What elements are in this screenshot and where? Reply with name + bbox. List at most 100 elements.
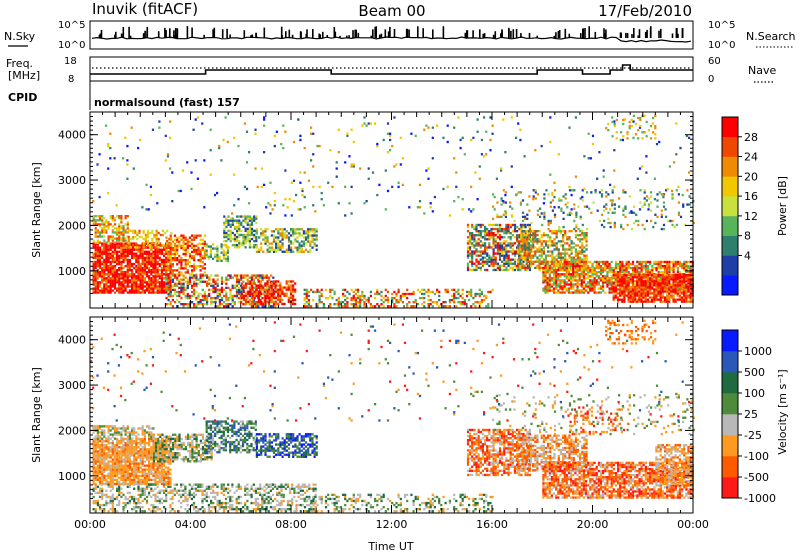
range-time-cell [139,287,142,290]
range-time-cell [109,271,112,274]
range-time-cell [199,248,202,252]
range-time-cell [193,246,196,250]
range-time-cell [150,277,153,280]
range-time-cell [636,286,639,289]
range-time-cell [103,275,106,278]
range-time-cell [113,291,117,294]
range-time-cell [253,246,256,249]
range-time-cell [663,280,667,283]
range-time-cell [678,284,681,287]
range-time-cell [544,266,547,270]
range-time-cell [663,300,667,303]
range-time-cell [602,275,605,278]
range-time-cell [597,287,600,290]
range-time-cell [487,290,490,294]
range-time-cell [552,291,556,294]
range-time-cell [644,262,647,266]
range-time-cell [520,234,523,237]
range-time-cell [480,298,483,302]
range-time-cell [154,269,157,272]
range-time-cell [547,234,550,237]
range-time-cell [648,288,652,291]
range-time-cell [623,294,626,297]
nsky-bar [348,35,350,38]
range-time-cell [171,269,174,272]
range-time-cell [582,273,585,276]
range-time-cell [250,246,254,249]
range-time-cell [136,237,139,241]
range-time-cell [648,284,652,287]
range-time-cell [152,244,155,247]
range-time-cell [517,262,520,265]
range-time-cell [369,305,372,308]
range-time-cell [116,289,119,292]
range-time-cell [274,300,278,304]
range-time-cell [193,263,196,266]
range-time-cell [365,298,368,302]
range-time-cell [142,246,145,249]
range-time-cell [640,276,643,279]
range-time-cell [205,251,208,254]
range-time-cell [608,277,611,280]
range-time-cell [519,268,522,272]
range-time-cell [644,286,647,289]
range-time-cell [141,287,144,290]
range-time-cell [653,280,656,283]
range-time-cell [163,248,166,251]
range-time-cell [126,275,129,278]
range-time-cell [498,264,502,268]
range-time-cell [287,236,291,239]
range-time-cell [216,290,219,294]
range-time-cell [231,217,234,220]
range-time-cell [133,279,136,282]
range-time-cell [287,238,291,241]
range-time-cell [631,278,634,281]
range-time-cell [505,254,508,257]
range-time-cell [118,281,121,284]
range-time-cell [492,234,495,237]
range-time-cell [657,277,660,280]
range-time-cell [226,255,230,258]
range-time-cell [352,298,355,302]
range-time-cell [309,248,312,251]
range-time-cell [557,266,560,270]
nsky-bar [169,28,171,38]
range-time-cell [186,238,189,241]
range-time-cell [553,248,556,251]
nsky-bar [229,34,231,38]
range-time-cell [137,279,140,282]
range-time-cell [486,238,489,241]
range-time-cell [651,296,654,299]
range-time-cell [494,262,497,265]
range-time-cell [593,291,596,294]
range-time-cell [279,282,282,285]
range-time-cell [576,281,579,284]
range-time-cell [160,287,164,290]
range-time-cell [103,262,106,266]
range-time-cell [503,262,506,265]
range-time-cell [103,279,106,282]
range-time-cell [621,282,624,285]
range-time-cell [118,254,121,258]
range-time-cell [481,244,484,247]
range-time-cell [235,292,239,296]
range-time-cell [473,262,476,265]
range-time-cell [154,283,157,286]
range-time-cell [146,231,150,235]
range-time-cell [248,294,251,298]
range-time-cell [143,266,146,270]
range-time-cell [131,262,134,266]
range-time-cell [642,282,645,285]
range-time-cell [655,260,658,264]
range-time-cell [538,260,541,263]
range-time-cell [393,303,396,306]
range-time-cell [98,283,102,286]
range-time-cell [165,260,168,264]
range-time-cell [494,242,497,245]
range-time-cell [576,273,579,276]
range-time-cell [141,258,144,262]
range-time-cell [173,238,177,241]
range-time-cell [627,286,630,289]
range-time-cell [281,246,284,249]
range-time-cell [101,275,104,278]
